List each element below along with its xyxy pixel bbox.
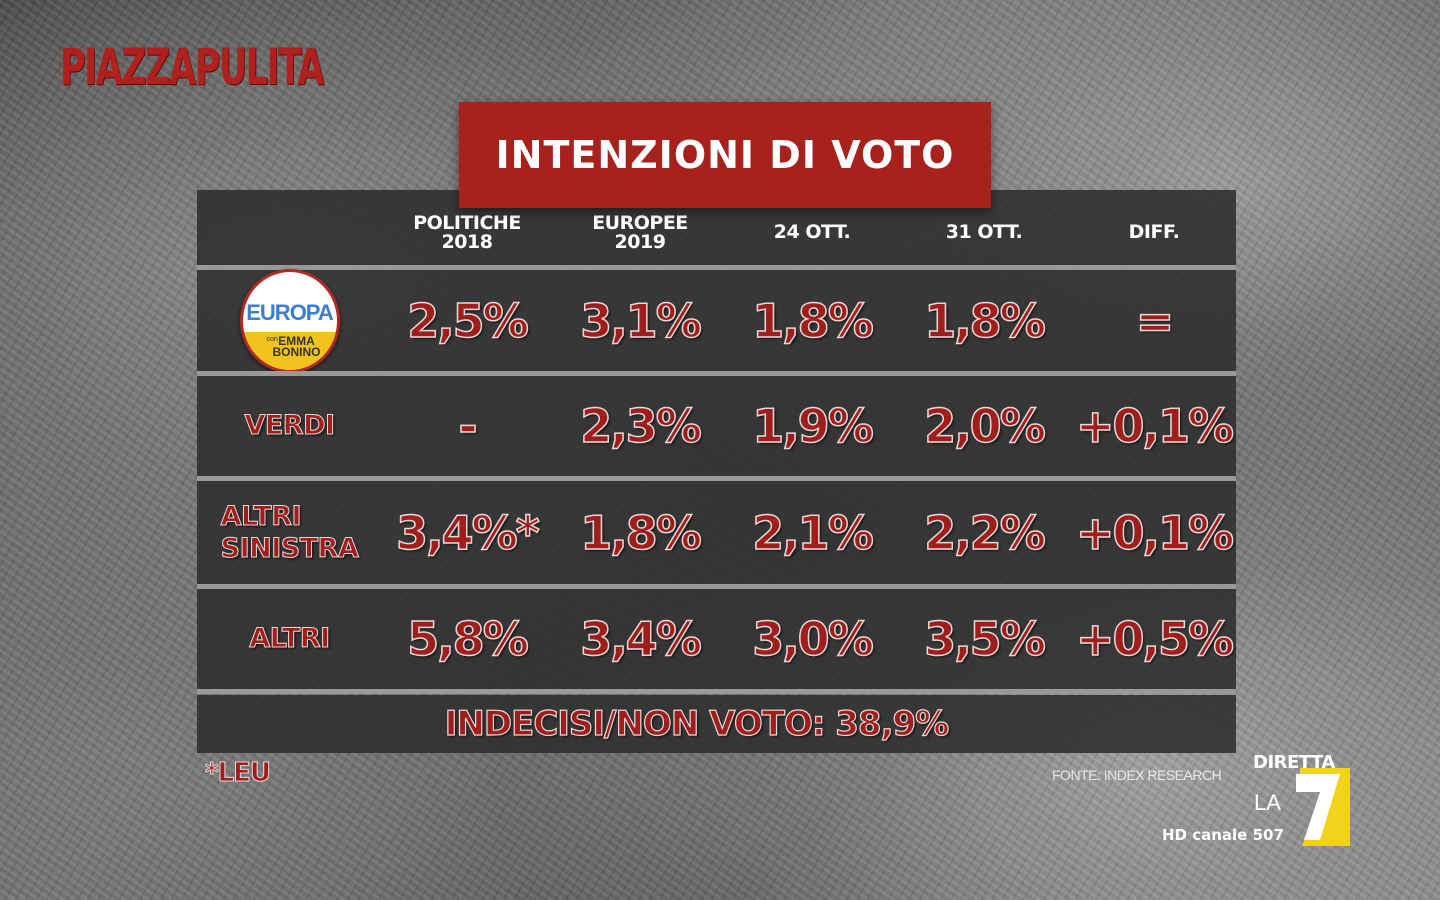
divider (197, 584, 1236, 589)
value-31-ott: 2,2% (923, 505, 1046, 561)
table-row-altri-sinistra: ALTRI SINISTRA 3,4%* 1,8% 2,1% 2,2% +0,1% (197, 481, 1236, 584)
value-politiche-2018: 3,4%* (395, 505, 540, 561)
value-31-ott: 2,0% (923, 398, 1046, 454)
value-24-ott: 2,1% (751, 505, 874, 561)
column-header-31-ott: 31 OTT. (945, 221, 1023, 243)
divider (197, 476, 1236, 481)
table-row-altri: ALTRI 5,8% 3,4% 3,0% 3,5% +0,5% (197, 589, 1236, 689)
value-politiche-2018: 2,5% (406, 293, 529, 349)
la7-seven-icon (1296, 768, 1350, 846)
undecided-row: INDECISI/NON VOTO: 38,9% (197, 695, 1236, 753)
value-24-ott: 1,8% (751, 293, 874, 349)
party-label: EUROPA con EMMA BONINO (197, 268, 382, 373)
europa-logo-icon: EUROPA con EMMA BONINO (239, 268, 340, 373)
la7-la-label: LA (1254, 790, 1281, 815)
footnote: *LEU (204, 758, 271, 789)
value-europee-2019: 1,8% (579, 505, 702, 561)
divider (197, 371, 1236, 376)
value-diff: +0,5% (1075, 611, 1235, 667)
party-label: ALTRI SINISTRA (220, 500, 359, 564)
live-label: DIRETTA (1253, 752, 1335, 773)
column-header-europee-2019: EUROPEE 2019 (592, 211, 688, 253)
value-31-ott: 1,8% (923, 293, 1046, 349)
value-diff: +0,1% (1075, 505, 1235, 561)
divider (197, 265, 1236, 270)
table-row-europa: EUROPA con EMMA BONINO 2,5% 3,1% 1,8% 1,8… (197, 268, 1236, 373)
value-31-ott: 3,5% (923, 611, 1046, 667)
value-europee-2019: 3,1% (579, 293, 702, 349)
undecided-value: INDECISI/NON VOTO: 38,9% (444, 703, 950, 744)
column-header-24-ott: 24 OTT. (773, 221, 851, 243)
source-credit: FONTE: INDEX RESEARCH (1052, 767, 1222, 783)
party-label: VERDI (244, 410, 336, 442)
broadcaster-logo: DIRETTA LA HD canale 507 (1160, 752, 1360, 852)
page-title: INTENZIONI DI VOTO (495, 133, 955, 177)
value-europee-2019: 2,3% (579, 398, 702, 454)
value-diff: +0,1% (1075, 398, 1235, 454)
column-header-diff: DIFF. (1128, 221, 1180, 243)
column-header-politiche-2018: POLITICHE 2018 (413, 211, 521, 253)
value-europee-2019: 3,4% (579, 611, 702, 667)
value-24-ott: 3,0% (751, 611, 874, 667)
value-diff: = (1135, 293, 1175, 349)
divider (197, 689, 1236, 694)
party-label: ALTRI (249, 623, 331, 655)
channel-label: HD canale 507 (1162, 826, 1284, 844)
show-logo: PIAZZAPULITA (60, 38, 324, 96)
table-row-verdi: VERDI - 2,3% 1,9% 2,0% +0,1% (197, 376, 1236, 476)
value-politiche-2018: - (458, 398, 479, 454)
value-politiche-2018: 5,8% (406, 611, 529, 667)
value-24-ott: 1,9% (751, 398, 874, 454)
title-banner: INTENZIONI DI VOTO (459, 102, 991, 208)
